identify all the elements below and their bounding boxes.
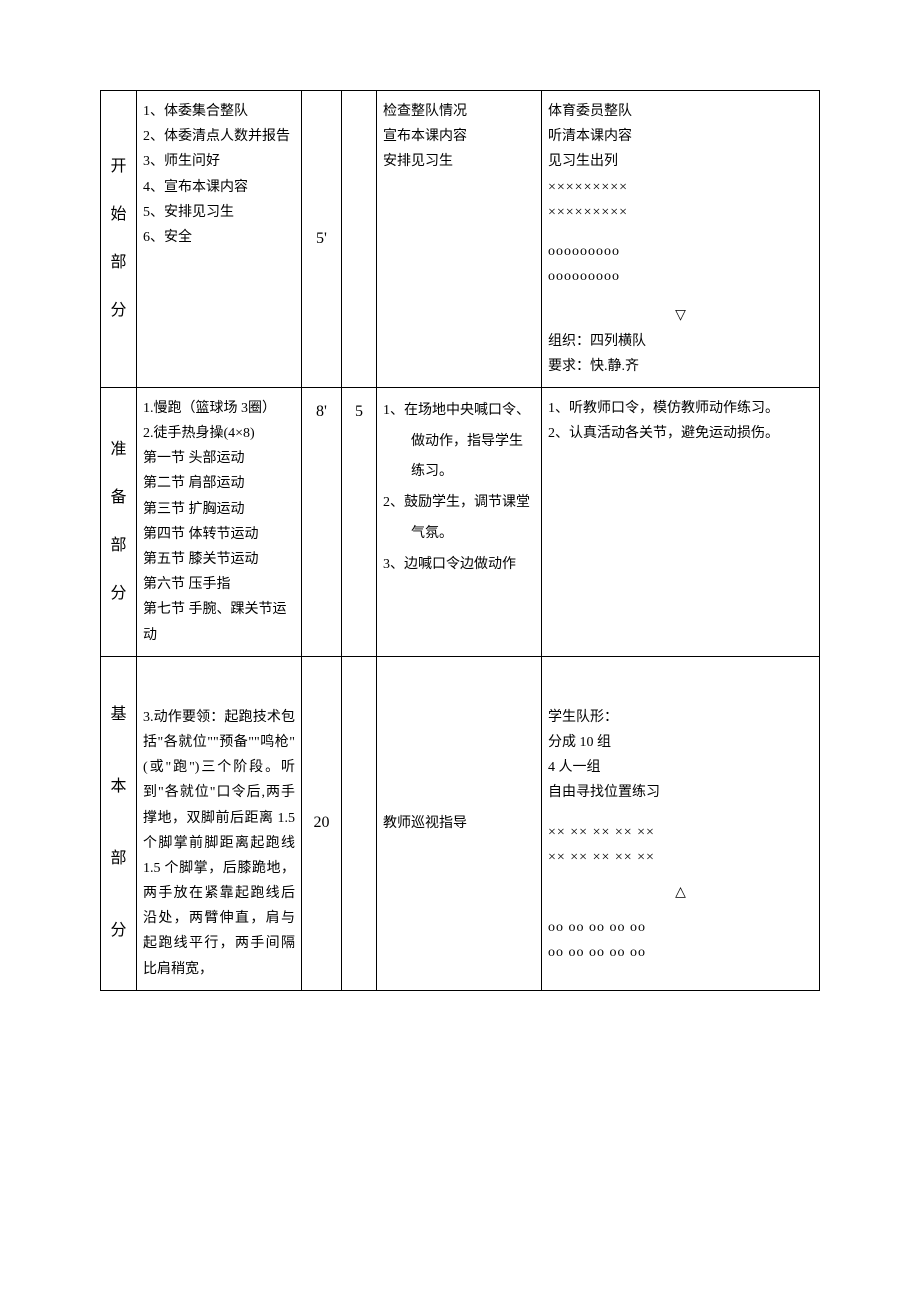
content-item: 第七节 手腕、踝关节运动 <box>143 597 295 647</box>
section-char: 准 <box>107 426 130 474</box>
student-line: 自由寻找位置练习 <box>548 780 813 805</box>
formation-line: ooooooooo <box>548 264 813 289</box>
table-row: 基 本 部 分 3.动作要领：起跑技术包括"各就位""预备""鸣枪"(或"跑")… <box>101 656 820 990</box>
student-line: 体育委员整队 <box>548 99 813 124</box>
student-cell-start: 体育委员整队 听清本课内容 见习生出列 ××××××××× ××××××××× … <box>542 91 820 388</box>
time-cell-prep: 8' <box>302 387 342 656</box>
section-label-start: 开 始 部 分 <box>101 91 137 388</box>
teacher-line: 3、边喊口令边做动作 <box>383 550 535 581</box>
section-char: 开 <box>107 143 130 191</box>
lesson-plan-page: 开 始 部 分 1、体委集合整队 2、体委清点人数并报告 3、师生问好 4、宣布… <box>0 0 920 1302</box>
section-label-prep: 准 备 部 分 <box>101 387 137 656</box>
student-line: 见习生出列 <box>548 149 813 174</box>
teacher-mark-icon: △ <box>548 880 813 905</box>
teacher-line: 安排见习生 <box>383 149 535 174</box>
teacher-line: 宣布本课内容 <box>383 124 535 149</box>
student-cell-prep: 1、听教师口令，模仿教师动作练习。 2、认真活动各关节，避免运动损伤。 <box>542 387 820 656</box>
formation-line: oo oo oo oo oo <box>548 940 813 965</box>
formation-line: ×× ×× ×× ×× ×× <box>548 845 813 870</box>
content-item: 第五节 膝关节运动 <box>143 547 295 572</box>
table-row: 准 备 部 分 1.慢跑（篮球场 3圈） 2.徒手热身操(4×8) 第一节 头部… <box>101 387 820 656</box>
content-lead: 2.徒手热身操(4×8) <box>143 421 295 446</box>
student-line: 2、认真活动各关节，避免运动损伤。 <box>548 421 813 446</box>
content-item: 2、体委清点人数并报告 <box>143 124 295 149</box>
lesson-plan-table: 开 始 部 分 1、体委集合整队 2、体委清点人数并报告 3、师生问好 4、宣布… <box>100 90 820 991</box>
teacher-line: 1、在场地中央喊口令、做动作，指导学生练习。 <box>383 396 535 488</box>
student-line: 1、听教师口令，模仿教师动作练习。 <box>548 396 813 421</box>
teacher-line: 检查整队情况 <box>383 99 535 124</box>
content-item: 6、安全 <box>143 225 295 250</box>
teacher-cell-basic: 教师巡视指导 <box>377 656 542 990</box>
teacher-line: 2、鼓励学生，调节课堂气氛。 <box>383 488 535 550</box>
content-cell-basic: 3.动作要领：起跑技术包括"各就位""预备""鸣枪"(或"跑")三个阶段。听到"… <box>137 656 302 990</box>
student-cell-basic: 学生队形： 分成 10 组 4 人一组 自由寻找位置练习 ×× ×× ×× ××… <box>542 656 820 990</box>
spacer <box>548 289 813 303</box>
spacer <box>143 665 295 705</box>
times-cell-prep: 5 <box>342 387 377 656</box>
section-char: 部 <box>107 823 130 895</box>
content-cell-prep: 1.慢跑（篮球场 3圈） 2.徒手热身操(4×8) 第一节 头部运动 第二节 肩… <box>137 387 302 656</box>
section-char: 分 <box>107 287 130 335</box>
content-item: 第一节 头部运动 <box>143 446 295 471</box>
formation-line: ×× ×× ×× ×× ×× <box>548 820 813 845</box>
time-cell-basic: 20 <box>302 656 342 990</box>
teacher-mark-icon: ▽ <box>548 303 813 328</box>
student-line: 学生队形： <box>548 705 813 730</box>
teacher-cell-prep: 1、在场地中央喊口令、做动作，指导学生练习。 2、鼓励学生，调节课堂气氛。 3、… <box>377 387 542 656</box>
time-cell-start: 5' <box>302 91 342 388</box>
times-cell-start <box>342 91 377 388</box>
spacer <box>548 870 813 880</box>
content-cell-start: 1、体委集合整队 2、体委清点人数并报告 3、师生问好 4、宣布本课内容 5、安… <box>137 91 302 388</box>
section-label-basic: 基 本 部 分 <box>101 656 137 990</box>
content-item: 第四节 体转节运动 <box>143 522 295 547</box>
formation-line: oo oo oo oo oo <box>548 915 813 940</box>
student-line: 听清本课内容 <box>548 124 813 149</box>
section-char: 基 <box>107 679 130 751</box>
teacher-cell-start: 检查整队情况 宣布本课内容 安排见习生 <box>377 91 542 388</box>
section-char: 始 <box>107 191 130 239</box>
spacer <box>548 225 813 239</box>
spacer <box>548 806 813 820</box>
content-item: 5、安排见习生 <box>143 200 295 225</box>
content-text: 3.动作要领：起跑技术包括"各就位""预备""鸣枪"(或"跑")三个阶段。听到"… <box>143 705 295 982</box>
section-char: 部 <box>107 522 130 570</box>
formation-line: ooooooooo <box>548 239 813 264</box>
content-item: 第三节 扩胸运动 <box>143 497 295 522</box>
student-line: 4 人一组 <box>548 755 813 780</box>
spacer <box>548 905 813 915</box>
student-line: 分成 10 组 <box>548 730 813 755</box>
req-line: 要求：快.静.齐 <box>548 354 813 379</box>
spacer <box>548 665 813 705</box>
formation-line: ××××××××× <box>548 200 813 225</box>
section-char: 部 <box>107 239 130 287</box>
org-line: 组织：四列横队 <box>548 329 813 354</box>
section-char: 本 <box>107 751 130 823</box>
content-item: 1、体委集合整队 <box>143 99 295 124</box>
section-char: 分 <box>107 570 130 618</box>
content-item: 第六节 压手指 <box>143 572 295 597</box>
times-cell-basic <box>342 656 377 990</box>
teacher-line: 教师巡视指导 <box>383 811 535 836</box>
content-lead: 1.慢跑（篮球场 3圈） <box>143 396 295 421</box>
section-char: 备 <box>107 474 130 522</box>
content-item: 第二节 肩部运动 <box>143 471 295 496</box>
section-char: 分 <box>107 895 130 967</box>
table-row: 开 始 部 分 1、体委集合整队 2、体委清点人数并报告 3、师生问好 4、宣布… <box>101 91 820 388</box>
content-item: 3、师生问好 <box>143 149 295 174</box>
formation-line: ××××××××× <box>548 175 813 200</box>
content-item: 4、宣布本课内容 <box>143 175 295 200</box>
